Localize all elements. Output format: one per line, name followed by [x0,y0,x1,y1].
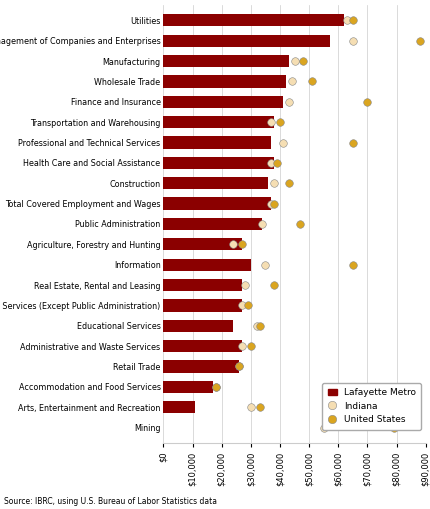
Text: Source: IBRC, using U.S. Bureau of Labor Statistics data: Source: IBRC, using U.S. Bureau of Labor… [4,497,217,506]
Bar [163,238,242,250]
Bar [163,279,242,291]
Point [230,240,237,248]
Point [212,383,219,391]
Point [350,16,356,24]
Point [280,138,286,147]
Bar [163,381,213,393]
Point [273,159,280,167]
Bar [163,401,196,413]
Point [300,57,307,65]
Bar [163,55,289,67]
Bar [163,14,344,26]
Bar [163,360,239,373]
Bar [163,116,274,128]
Point [271,281,278,289]
Point [309,77,316,86]
Point [256,403,263,411]
Bar [163,157,274,169]
Point [320,423,327,432]
Bar [163,35,329,47]
Point [285,98,292,106]
Point [288,77,295,86]
Point [344,16,350,24]
Point [259,220,266,228]
Point [276,118,283,126]
Point [247,342,254,350]
Point [256,322,263,330]
Point [268,200,275,208]
Point [291,57,298,65]
Point [247,403,254,411]
Point [297,220,304,228]
Bar [163,218,262,230]
Bar [163,96,283,108]
Point [350,138,356,147]
Point [236,362,243,371]
Point [271,200,278,208]
Bar [163,259,251,271]
Point [350,37,356,45]
Point [245,301,252,309]
Point [253,322,260,330]
Point [350,261,356,269]
Point [262,261,269,269]
Point [239,301,246,309]
Point [364,98,371,106]
Point [285,179,292,187]
Point [236,362,243,371]
Bar [163,340,242,352]
Bar [163,136,271,149]
Point [390,423,397,432]
Point [271,179,278,187]
Bar [163,320,233,332]
Bar [163,197,271,210]
Bar [163,75,286,88]
Point [239,342,246,350]
Bar [163,299,242,312]
Point [212,383,219,391]
Point [268,159,275,167]
Point [416,37,423,45]
Point [268,118,275,126]
Point [242,281,249,289]
Bar [163,177,268,189]
Point [239,240,246,248]
Legend: Lafayette Metro, Indiana, United States: Lafayette Metro, Indiana, United States [322,383,421,430]
